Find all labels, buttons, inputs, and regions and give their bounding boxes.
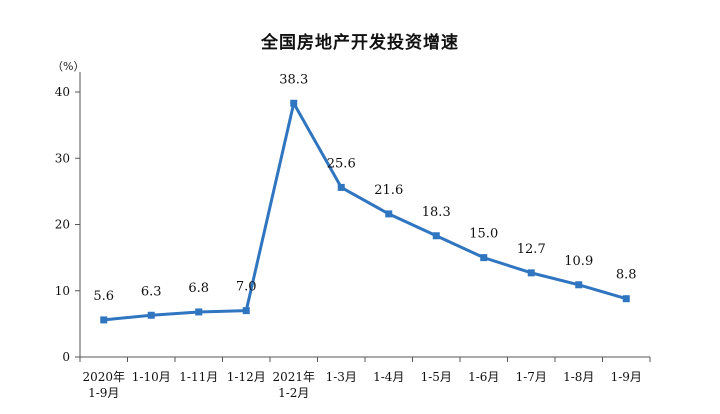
data-point: [147, 311, 155, 319]
data-point: [195, 308, 203, 316]
data-label: 38.3: [279, 72, 308, 87]
y-tick-label: 20: [55, 218, 70, 232]
y-axis-unit-label: （%）: [52, 60, 84, 73]
data-label: 25.6: [327, 156, 356, 171]
y-tick-label: 0: [62, 350, 70, 364]
y-tick-label: 30: [55, 151, 70, 165]
x-tick-label: 1-12月: [227, 370, 266, 384]
x-tick-label: 1-8月: [563, 370, 594, 384]
x-tick-label: 1-10月: [132, 370, 171, 384]
series-line: [103, 101, 627, 322]
y-tick-label: 40: [55, 85, 70, 99]
data-point: [100, 316, 108, 324]
data-point: [432, 232, 440, 240]
x-tick-label: 2021年: [272, 370, 315, 384]
data-label: 21.6: [374, 183, 403, 198]
data-label: 8.8: [616, 268, 637, 283]
data-label: 15.0: [469, 227, 498, 242]
x-tick-label: 1-11月: [179, 370, 218, 384]
x-tick-label: 2020年: [82, 370, 125, 384]
data-label: 5.6: [93, 289, 114, 304]
data-label: 7.0: [236, 280, 257, 295]
data-point: [575, 281, 583, 289]
data-point: [337, 183, 345, 191]
x-tick-label-line2: 1-2月: [278, 386, 309, 400]
x-tick-label: 1-7月: [516, 370, 547, 384]
data-point: [527, 269, 535, 277]
chart-title: 全国房地产开发投资增速: [261, 33, 459, 53]
data-label: 10.9: [564, 254, 593, 269]
data-point: [480, 254, 488, 262]
x-tick-label: 1-9月: [611, 370, 642, 384]
data-label: 6.8: [188, 281, 209, 296]
x-tick-label: 1-4月: [373, 370, 404, 384]
data-point: [385, 210, 393, 218]
data-label: 18.3: [422, 205, 451, 220]
y-tick-label: 10: [55, 284, 70, 298]
data-label: 12.7: [517, 242, 546, 257]
data-point: [242, 307, 250, 315]
x-tick-label: 1-5月: [421, 370, 452, 384]
data-point: [290, 99, 298, 107]
data-point: [622, 295, 630, 303]
x-tick-label: 1-3月: [326, 370, 357, 384]
x-tick-label-line2: 1-9月: [88, 386, 119, 400]
data-label: 6.3: [141, 284, 162, 299]
x-tick-label: 1-6月: [468, 370, 499, 384]
